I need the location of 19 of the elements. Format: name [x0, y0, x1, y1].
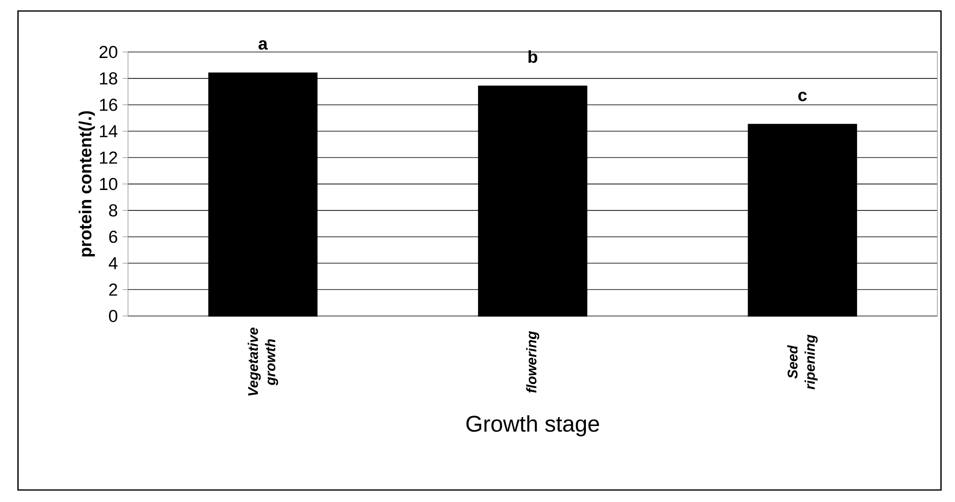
- x-tick-label: flowering: [526, 331, 540, 393]
- y-tick-label: 14: [100, 125, 118, 138]
- y-tick-label: 2: [109, 284, 118, 296]
- y-axis-title: protein content(/.): [78, 111, 95, 256]
- annotation: b: [528, 50, 538, 63]
- y-tick-label: 18: [100, 72, 118, 85]
- x-tick-label: Vegetative growth: [248, 328, 278, 396]
- y-tick-label: 6: [109, 230, 118, 243]
- x-axis-title: Growth stage: [466, 415, 600, 436]
- annotation: c: [798, 92, 807, 102]
- y-tick-label: 10: [100, 178, 118, 190]
- y-tick-label: 4: [108, 257, 118, 270]
- y-tick-label: 20: [100, 46, 118, 58]
- x-tick-label: Seed ripening: [787, 334, 818, 390]
- y-tick-label: 8: [109, 204, 118, 217]
- text: a: [258, 40, 268, 50]
- y-tick-label: 12: [100, 152, 118, 164]
- y-tick-label: 0: [108, 310, 118, 322]
- y-tick-label: 16: [100, 98, 118, 111]
